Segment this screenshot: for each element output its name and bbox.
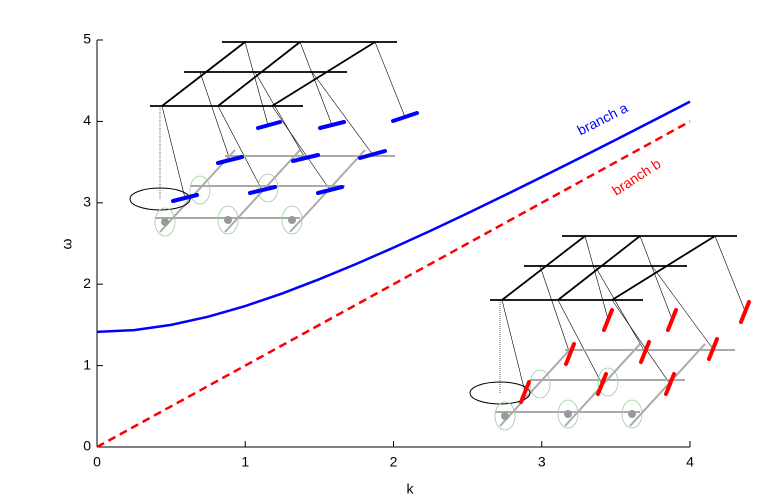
x-tick-label: 4 (686, 454, 694, 470)
x-tick-label: 3 (538, 454, 546, 470)
series-label: branch a (575, 99, 631, 138)
lattice-illustration (129, 41, 406, 237)
y-tick-label: 2 (83, 275, 91, 291)
series-label: branch b (609, 155, 664, 198)
bobs-horizontal (171, 111, 419, 203)
y-tick-label: 1 (83, 356, 91, 372)
bobs-vertical (519, 300, 751, 404)
x-tick-label: 1 (241, 454, 249, 470)
y-tick-label: 3 (83, 194, 91, 210)
y-tick-label: 5 (83, 31, 91, 47)
x-tick-label: 2 (390, 454, 398, 470)
x-tick-label: 0 (93, 454, 101, 470)
y-axis-label: ω (59, 238, 75, 249)
y-tick-label: 4 (83, 112, 91, 128)
y-tick-label: 0 (83, 438, 91, 454)
lattice-illustration (469, 235, 746, 431)
x-axis-label: k (407, 481, 415, 497)
series-line (96, 120, 691, 449)
series-line (96, 100, 691, 334)
